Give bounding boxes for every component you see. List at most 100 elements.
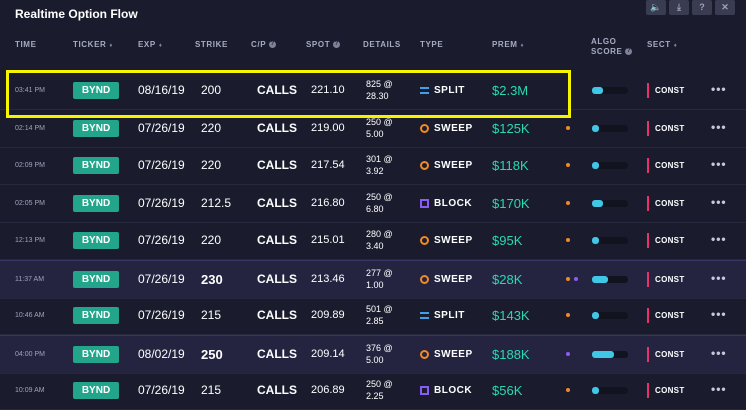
header-exp[interactable]: EXP ♦ [138,40,163,49]
row-call-put: CALLS [257,383,297,397]
download-icon[interactable]: ⤓ [669,0,689,15]
row-expiration: 08/16/19 [138,83,185,97]
ticker-badge[interactable]: BYND [73,82,119,99]
table-row[interactable]: 02:14 PM BYND 07/26/19 220 CALLS 219.00 250 @5… [0,110,746,148]
algo-score-fill [592,387,599,394]
row-sector: CONST [655,386,685,395]
more-options-icon[interactable]: ••• [711,307,727,321]
header-type[interactable]: TYPE [420,40,444,49]
row-time: 10:09 AM [15,387,45,394]
row-time: 12:13 PM [15,237,45,244]
row-spot: 209.89 [311,309,345,321]
sector-marker [647,120,649,136]
row-type: SPLIT [434,310,465,321]
sweep-icon [420,161,429,170]
row-strike: 230 [201,271,223,287]
table-row[interactable]: 12:13 PM BYND 07/26/19 220 CALLS 215.01 280 @3… [0,222,746,260]
algo-score-bar [592,162,628,169]
more-options-icon[interactable]: ••• [711,157,727,171]
header-details[interactable]: DETAILS [363,40,401,49]
table-row[interactable]: 04:00 PM BYND 08/02/19 250 CALLS 209.14 376 @5… [0,334,746,374]
row-spot: 209.14 [311,347,345,360]
more-options-icon[interactable]: ••• [711,345,727,360]
sweep-icon [420,123,429,133]
block-icon [420,386,429,395]
table-row[interactable]: 10:09 AM BYND 07/26/19 215 CALLS 206.89 250 @2… [0,372,746,410]
sort-icon: ♦ [673,43,678,49]
indicator-dot-icon [566,163,570,167]
ticker-badge[interactable]: BYND [73,194,119,212]
row-strike: 220 [201,158,222,172]
table-row[interactable]: 02:05 PM BYND 07/26/19 212.5 CALLS 216.80 250 … [0,185,746,223]
more-options-icon[interactable]: ••• [711,232,727,246]
row-sector: CONST [655,311,685,320]
row-strike: 200 [201,83,222,97]
header-cp[interactable]: C/P? [251,40,277,49]
ticker-badge[interactable]: BYND [73,382,119,399]
row-call-put: CALLS [257,233,297,247]
row-expiration: 07/26/19 [138,158,185,172]
header-ticker[interactable]: TICKER ♦ [73,40,114,49]
split-icon [420,87,429,94]
more-options-icon[interactable]: ••• [711,382,727,396]
algo-score-fill [592,162,599,169]
row-type: SWEEP [434,348,473,360]
ticker-badge[interactable]: BYND [73,119,119,137]
table-row[interactable]: 11:37 AM BYND 07/26/19 230 CALLS 213.46 277 @1… [0,259,746,299]
row-spot: 217.54 [311,159,345,171]
header-sect[interactable]: SECT ♦ [647,40,678,49]
more-options-icon[interactable]: ••• [711,119,727,134]
help-icon[interactable]: ? [692,0,712,15]
algo-score-fill [592,312,599,319]
header-strike[interactable]: STRIKE [195,40,228,49]
panel-title: Realtime Option Flow [15,7,138,21]
table-row[interactable]: 02:09 PM BYND 07/26/19 220 CALLS 217.54 301 @3… [0,147,746,185]
row-strike: 220 [201,233,222,247]
algo-score-bar [592,87,628,94]
table-row[interactable]: 03:41 PM BYND 08/16/19 200 CALLS 221.10 825 @2… [0,72,746,110]
algo-score-fill [592,237,599,244]
row-spot: 213.46 [311,272,345,285]
algo-score-bar [592,387,628,394]
row-time: 02:05 PM [15,199,45,207]
algo-score-bar [592,275,628,283]
row-sector: CONST [655,198,685,208]
panel-titlebar: Realtime Option Flow 🔈 ⤓ ? ✕ [0,0,746,30]
ticker-badge[interactable]: BYND [73,232,119,249]
sector-marker [647,346,649,362]
ticker-badge[interactable]: BYND [73,307,119,324]
sector-marker [647,233,649,248]
row-strike: 220 [201,120,222,135]
ticker-badge[interactable]: BYND [73,270,119,288]
info-icon: ? [333,41,341,49]
row-premium: $188K [492,346,530,362]
header-time[interactable]: TIME [15,40,37,49]
volume-icon[interactable]: 🔈 [646,0,666,15]
row-expiration: 07/26/19 [138,233,185,247]
row-sector: CONST [655,236,685,245]
row-premium: $143K [492,308,530,323]
header-prem[interactable]: PREM ♦ [492,40,525,49]
more-options-icon[interactable]: ••• [711,194,727,209]
row-type: SPLIT [434,85,465,96]
ticker-badge[interactable]: BYND [73,345,119,363]
close-icon[interactable]: ✕ [715,0,735,15]
row-strike: 215 [201,383,222,397]
sweep-icon [420,236,429,245]
more-options-icon[interactable]: ••• [711,82,727,96]
ticker-badge[interactable]: BYND [73,157,119,174]
header-spot[interactable]: SPOT? [306,40,341,49]
algo-score-bar [592,199,628,207]
row-call-put: CALLS [257,195,297,210]
row-time: 04:00 PM [15,350,45,358]
header-algo-score[interactable]: ALGO SCORE? [591,37,633,56]
row-time: 10:46 AM [15,312,45,319]
indicator-dot-icon [574,276,578,281]
table-row[interactable]: 10:46 AM BYND 07/26/19 215 CALLS 209.89 501 @2… [0,297,746,335]
row-time: 02:09 PM [15,162,45,169]
row-details: 301 @3.92 [366,154,393,176]
sector-marker [647,83,649,98]
row-time: 02:14 PM [15,124,45,132]
more-options-icon[interactable]: ••• [711,270,727,285]
indicator-dot-icon [566,200,570,205]
